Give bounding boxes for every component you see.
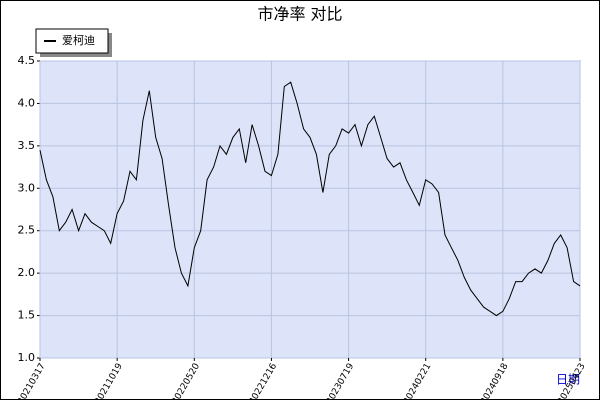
y-tick-label: 1.0 [18, 351, 36, 364]
y-tick-label: 4.0 [18, 96, 36, 109]
y-tick-label: 4.5 [18, 54, 36, 67]
line [39, 81, 581, 317]
y-tick-label: 2.5 [18, 224, 36, 237]
x-axis-label: 日期 [556, 373, 580, 387]
y-tick-label: 3.5 [18, 139, 36, 152]
y-tick-label: 3.0 [18, 181, 36, 194]
y-tick-label: 2.0 [18, 266, 36, 279]
y-tick-label: 1.5 [18, 309, 36, 322]
chart-title: 市净率 对比 [257, 5, 342, 24]
plot-area [39, 60, 581, 359]
legend-label: 爱柯迪 [62, 34, 95, 47]
